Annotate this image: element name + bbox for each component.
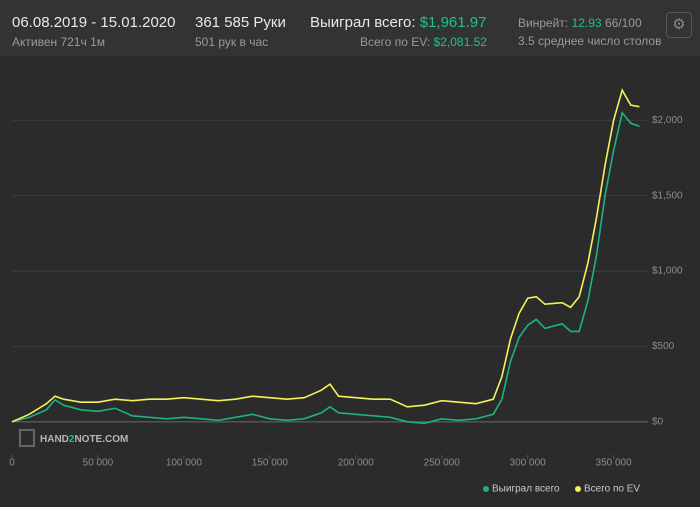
hands-per-hour: 501 рук в час [195,35,269,49]
legend-label: Выиграл всего [492,484,560,495]
winrate-label: Винрейт: [518,16,569,30]
series-line [11,88,640,423]
x-tick-label: 100 000 [166,458,203,469]
logo-icon [19,429,35,447]
active-time: Активен 721ч 1м [12,35,105,49]
x-tick-label: 300 000 [510,458,547,469]
x-tick-label: 250 000 [424,458,461,469]
series-line [11,111,640,425]
ev-label: Всего по EV: [360,35,431,49]
ev: Всего по EV: $2,081.52 [360,35,487,49]
logo-part: HAND [40,434,69,445]
won-label: Выиграл всего: [310,14,416,31]
won-value: $1,961.97 [419,14,487,31]
settings-button[interactable]: ⚙ [666,12,692,38]
x-tick-label: 150 000 [252,458,289,469]
legend-marker [483,486,489,492]
x-tick-label: 200 000 [338,458,375,469]
ev-value: $2,081.52 [433,35,487,49]
x-tick-label: 350 000 [596,458,633,469]
won: Выиграл всего: $1,961.97 [310,14,486,31]
x-tick-label: 50 000 [83,458,114,469]
x-tick-label: 0 [9,458,15,469]
logo-part: NOTE.COM [74,434,128,445]
hands: 361 585 Руки [195,14,286,31]
dates: 06.08.2019 - 15.01.2020 [12,14,176,31]
winrate-unit: 66/100 [604,16,642,30]
legend-label: Всего по EV [584,484,640,495]
winrate: Винрейт: 12.93 66/100 [518,16,642,30]
y-tick-label: $2,000 [652,115,683,126]
y-tick-label: $1,000 [652,266,683,277]
legend-marker [575,486,581,492]
header-bar [0,0,700,56]
tables: 3.5 среднее число столов [518,34,662,48]
y-tick-label: $0 [652,416,664,427]
y-tick-label: $500 [652,341,675,352]
winrate-value: 12.93 [571,16,602,30]
logo-part: 2 [69,434,75,445]
logo-text: HAND2NOTE.COM [40,434,128,445]
y-tick-label: $1,500 [652,190,683,201]
